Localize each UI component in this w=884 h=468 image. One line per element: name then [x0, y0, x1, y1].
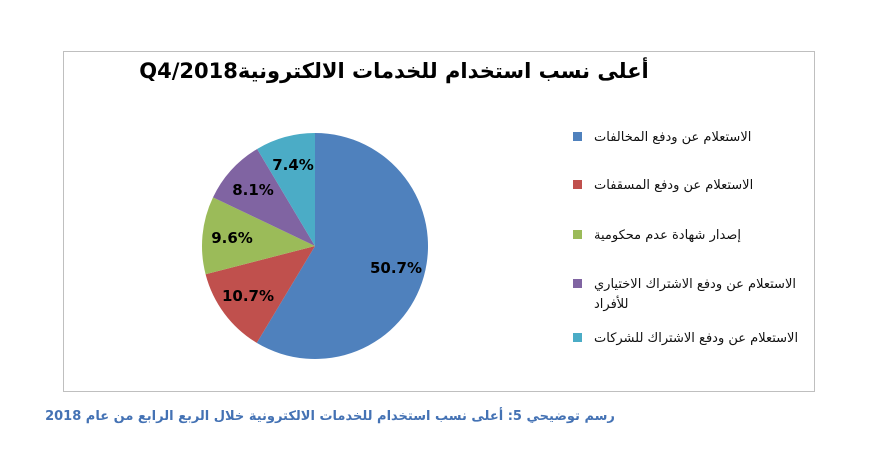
legend-swatch: [573, 230, 582, 239]
pie-slice: [257, 133, 315, 246]
legend-label: الاستعلام عن ودفع المخالفات: [594, 130, 752, 145]
pie-chart: [201, 133, 429, 359]
legend-label: إصدار شهادة عدم محكومية: [594, 228, 741, 243]
legend-swatch: [573, 333, 582, 342]
chart-caption: رسم توضيحي 5: أعلى نسب استخدام للخدمات ا…: [45, 409, 615, 424]
legend-item: الاستعلام عن ودفع الاشتراك الاختياري للأ…: [573, 275, 809, 315]
legend-label: الاستعلام عن ودفع الاشتراك الاختياري للأ…: [594, 277, 796, 313]
chart-legend: الاستعلام عن ودفع المخالفات الاستعلام عن …: [64, 52, 814, 391]
legend-swatch: [573, 279, 582, 288]
legend-swatch: [573, 180, 582, 189]
pie-slice: [213, 148, 315, 246]
legend-label: الاستعلام عن ودفع الاشتراك للشركات: [594, 331, 799, 346]
pie-slice: [205, 246, 315, 343]
legend-item: الاستعلام عن ودفع الاشتراك للشركات: [573, 329, 809, 349]
legend-swatch: [573, 132, 582, 141]
legend-item: إصدار شهادة عدم محكومية: [573, 226, 809, 246]
chart-frame: أعلى نسب استخدام للخدمات الالكترونيةQ4/2…: [63, 51, 815, 392]
legend-label: الاستعلام عن ودفع المسقفات: [594, 178, 754, 193]
chart-title: أعلى نسب استخدام للخدمات الالكترونيةQ4/2…: [139, 59, 649, 83]
pie-slice: [256, 133, 429, 359]
legend-item: الاستعلام عن ودفع المسقفات: [573, 176, 809, 196]
legend-item: الاستعلام عن ودفع المخالفات: [573, 128, 809, 148]
pie-slice: [201, 197, 315, 275]
